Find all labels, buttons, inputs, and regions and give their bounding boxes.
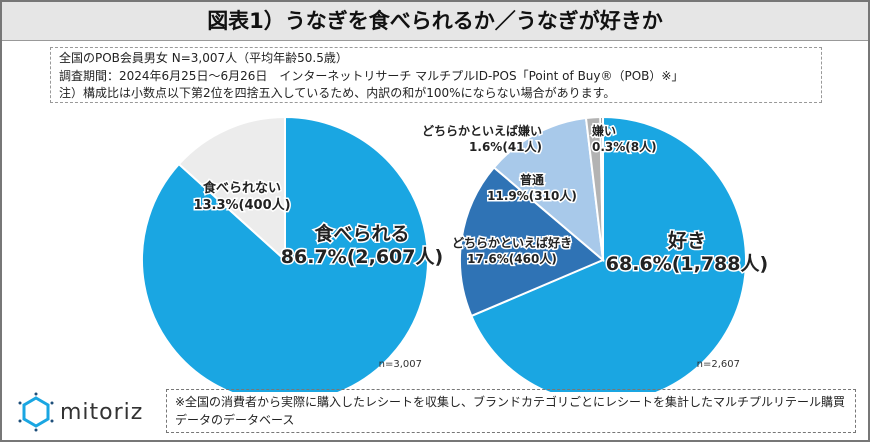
slice-value: 1.6%(41人) (469, 139, 542, 154)
logo-mark-icon (18, 392, 54, 432)
pie-slice (492, 116, 605, 263)
slice-label: 普通 (520, 172, 544, 187)
sample-size-label: n=2,607 (697, 359, 740, 370)
slice-label: 嫌い (591, 123, 616, 138)
slice-value: 68.6%(1,788人) (606, 253, 768, 275)
survey-notes: 全国のPOB会員男女 N=3,007人（平均年齢50.5歳） 調査期間：2024… (50, 47, 822, 103)
slice-value: 13.3%(400人) (193, 197, 290, 213)
pie-slice (470, 115, 747, 392)
pie-slice (177, 115, 286, 263)
note-line: 全国のPOB会員男女 N=3,007人（平均年齢50.5歳） (59, 51, 348, 65)
pie-slice (459, 166, 605, 318)
slice-label: どちらかといえば嫌い (422, 123, 542, 138)
slice-label: 食べられない (203, 180, 281, 196)
logo-text: mitoriz (60, 399, 144, 425)
slice-label: 食べられる (314, 222, 409, 245)
page-title: 図表1）うなぎを食べられるか／うなぎが好きか (2, 2, 868, 41)
slice-label: 好き (667, 229, 706, 252)
note-line: 調査期間：2024年6月25日～6月26日 インターネットリサーチ マルチプルI… (59, 68, 684, 83)
footnote: ※全国の消費者から実際に購入したレシートを収集し、ブランドカテゴリごとにレシート… (166, 389, 856, 433)
pie-slice (599, 115, 604, 261)
slice-label: どちらかといえば好き (452, 235, 572, 250)
slice-value: 86.7%(2,607人) (281, 246, 443, 268)
slice-value: 11.9%(310人) (487, 188, 577, 203)
slice-value: 0.3%(8人) (592, 139, 657, 154)
note-line: 注）構成比は小数点以下第2位を四捨五入しているため、内訳の和が100%にならない… (59, 86, 616, 100)
sample-size-label: n=3,007 (379, 359, 422, 370)
mitoriz-logo: mitoriz (16, 392, 143, 432)
slice-value: 17.6%(460人) (467, 251, 557, 266)
